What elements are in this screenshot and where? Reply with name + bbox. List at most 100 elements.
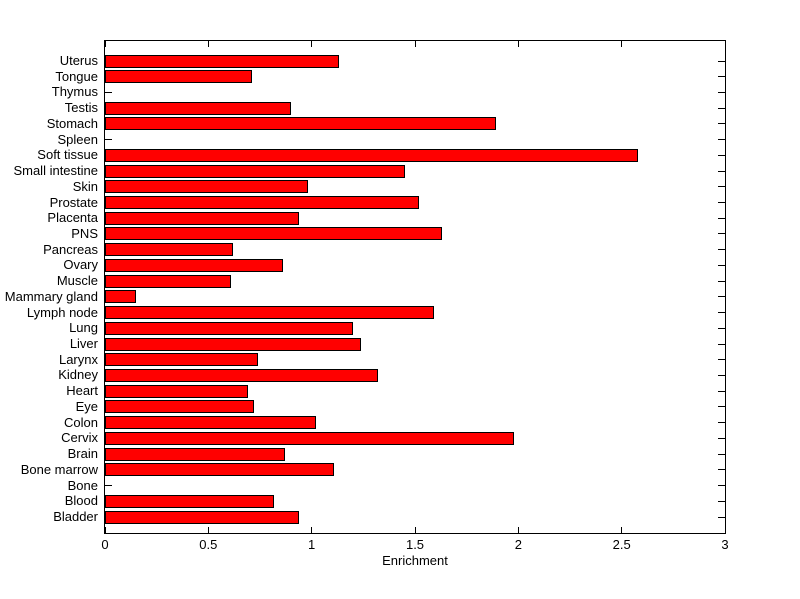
y-axis-labels: Uterus Tongue Thymus Testis Stomach Spleen Sof…: [0, 41, 98, 533]
x-tick-mark-bottom: [724, 527, 726, 533]
y-tick-label: Stomach: [46, 115, 98, 131]
plot-area: [104, 40, 726, 534]
bar-uterus: [105, 54, 339, 68]
y-tick-label: Cervix: [61, 430, 98, 446]
x-tick-mark-bottom: [311, 527, 313, 533]
y-tick-label: Small intestine: [13, 163, 98, 179]
y-tick-mark-left: [105, 485, 112, 487]
y-tick-mark-right: [718, 123, 725, 125]
bar-muscle: [105, 274, 232, 288]
bar-placenta: [105, 211, 300, 225]
x-tick-label: 3: [721, 537, 729, 552]
y-tick-mark-right: [718, 516, 725, 518]
bar-small-intestine: [105, 164, 405, 178]
y-tick-mark-right: [718, 202, 725, 204]
x-tick-label: 0: [101, 537, 109, 552]
bar-prostate: [105, 196, 420, 210]
y-tick-label: Ovary: [63, 257, 98, 273]
y-tick-mark-left: [105, 139, 112, 141]
x-tick-mark-top: [311, 41, 313, 47]
y-tick-label: Brain: [67, 446, 98, 462]
x-tick-mark-bottom: [104, 527, 106, 533]
bar-blood: [105, 494, 275, 508]
x-tick-mark-top: [104, 41, 106, 47]
y-tick-label: Uterus: [59, 53, 98, 68]
bar-colon: [105, 416, 316, 430]
y-tick-mark-right: [718, 437, 725, 439]
x-axis-tick-labels: 0 0.5 1 1.5 2 2.5 3: [101, 537, 729, 553]
y-tick-label: PNS: [71, 225, 98, 241]
y-tick-mark-right: [718, 264, 725, 266]
x-axis-title: Enrichment: [382, 553, 448, 568]
y-tick-label: Tongue: [55, 68, 98, 84]
bar-stomach: [105, 117, 496, 131]
y-tick-label: Pancreas: [43, 241, 98, 257]
y-tick-mark-right: [718, 91, 725, 93]
bar-heart: [105, 384, 248, 398]
x-tick-label: 2.5: [612, 537, 631, 552]
y-tick-mark-right: [718, 327, 725, 329]
y-tick-label: Kidney: [58, 367, 98, 383]
y-tick-label: Colon: [64, 414, 98, 430]
bar-skin: [105, 180, 308, 194]
x-tick-mark-top: [207, 41, 209, 47]
y-tick-mark-left: [105, 91, 112, 93]
bar-tongue: [105, 70, 252, 84]
y-tick-label: Heart: [66, 383, 98, 399]
bar-pns: [105, 227, 442, 241]
x-tick-mark-bottom: [414, 527, 416, 533]
y-tick-mark-right: [718, 390, 725, 392]
x-tick-mark-bottom: [517, 527, 519, 533]
y-tick-mark-right: [718, 296, 725, 298]
y-tick-mark-right: [718, 233, 725, 235]
bar-testis: [105, 101, 291, 115]
y-tick-mark-right: [718, 139, 725, 141]
bar-cervix: [105, 431, 515, 445]
y-tick-mark-right: [718, 374, 725, 376]
x-tick-mark-top: [621, 41, 623, 47]
y-tick-label: Prostate: [49, 194, 98, 210]
x-tick-mark-top: [414, 41, 416, 47]
y-tick-label: Skin: [72, 178, 98, 194]
bar-mammary-gland: [105, 290, 136, 304]
y-tick-mark-right: [718, 60, 725, 62]
y-tick-label: Liver: [69, 336, 98, 352]
x-tick-label: 0.5: [199, 537, 218, 552]
y-tick-mark-right: [718, 280, 725, 282]
y-tick-label: Placenta: [47, 210, 98, 226]
y-tick-label: Eye: [75, 398, 98, 414]
y-tick-mark-right: [718, 469, 725, 471]
x-tick-label: 2: [514, 537, 522, 552]
y-tick-label: Larynx: [58, 351, 98, 367]
y-tick-label: Bladder: [53, 509, 98, 524]
bar-lymph-node: [105, 306, 434, 320]
bar-bladder: [105, 510, 300, 524]
y-tick-label: Spleen: [57, 131, 98, 147]
bar-liver: [105, 337, 362, 351]
x-tick-label: 1.5: [405, 537, 425, 552]
y-tick-mark-right: [718, 485, 725, 487]
bar-pancreas: [105, 243, 234, 257]
bar-soft-tissue: [105, 148, 639, 162]
y-tick-mark-right: [718, 312, 725, 314]
y-tick-mark-right: [718, 249, 725, 251]
y-tick-mark-right: [718, 186, 725, 188]
y-tick-label: Lung: [69, 320, 98, 336]
y-tick-mark-right: [718, 453, 725, 455]
bar-brain: [105, 447, 285, 461]
y-tick-mark-right: [718, 170, 725, 172]
y-tick-label: Bone marrow: [20, 461, 98, 477]
y-tick-mark-right: [718, 343, 725, 345]
x-tick-mark-bottom: [207, 527, 209, 533]
y-tick-mark-right: [718, 154, 725, 156]
bar-eye: [105, 400, 254, 414]
y-tick-label: Testis: [64, 100, 98, 116]
x-tick-label: 1: [308, 537, 316, 552]
y-tick-label: Lymph node: [26, 304, 98, 320]
y-tick-label: Mammary gland: [4, 288, 98, 304]
y-tick-mark-right: [718, 359, 725, 361]
y-tick-mark-right: [718, 76, 725, 78]
y-tick-mark-right: [718, 107, 725, 109]
y-tick-label: Blood: [64, 493, 98, 509]
